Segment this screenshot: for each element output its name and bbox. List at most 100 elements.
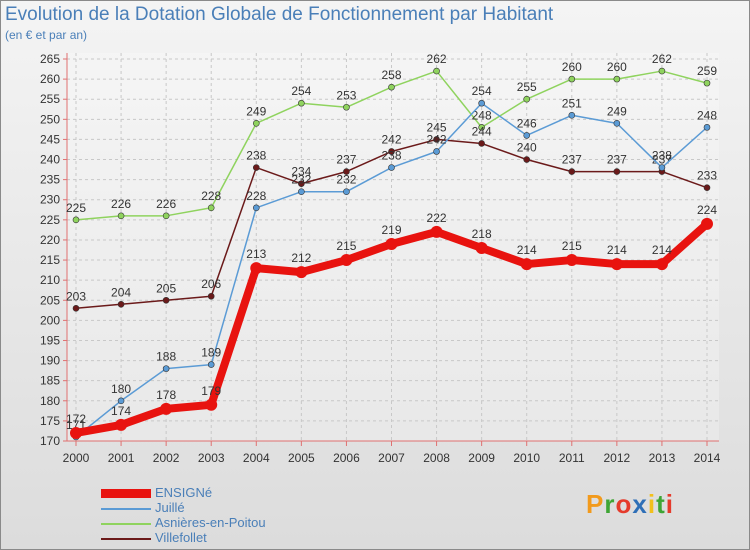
data-point-villefollet (162, 296, 170, 304)
data-label-juill-: 232 (291, 173, 311, 187)
y-tick-label: 205 (40, 293, 60, 307)
y-tick-label: 260 (40, 72, 60, 86)
data-label-ensign-: 178 (156, 388, 176, 402)
data-point-ensign- (610, 258, 623, 271)
data-point-ensign- (475, 241, 488, 254)
data-label-asni-res-en-poitou: 254 (291, 84, 311, 98)
data-label-villefollet: 237 (336, 153, 356, 167)
y-tick-label: 225 (40, 213, 60, 227)
data-point-ensign- (340, 254, 353, 267)
legend-swatch (101, 489, 151, 498)
data-point-asni-res-en-poitou (343, 103, 350, 111)
x-tick-label: 2001 (108, 451, 135, 465)
data-label-asni-res-en-poitou: 255 (517, 80, 537, 94)
data-label-juill-: 248 (697, 108, 717, 122)
data-point-ensign- (250, 262, 263, 275)
data-point-asni-res-en-poitou (613, 75, 621, 83)
data-point-villefollet (298, 180, 305, 187)
legend-label: ENSIGNé (155, 485, 213, 500)
logo-letter: o (615, 489, 633, 519)
y-tick-label: 235 (40, 173, 60, 187)
data-point-asni-res-en-poitou (658, 67, 666, 75)
data-label-asni-res-en-poitou: 226 (111, 197, 131, 211)
data-label-ensign-: 214 (652, 243, 672, 257)
data-label-villefollet: 242 (381, 132, 401, 146)
data-point-juill- (658, 164, 666, 171)
legend-swatch (101, 508, 151, 510)
data-label-villefollet: 237 (607, 153, 627, 167)
data-label-ensign-: 222 (427, 211, 447, 225)
data-point-ensign- (115, 418, 128, 431)
legend-label: Asnières-en-Poitou (155, 515, 266, 530)
data-point-juill- (703, 124, 711, 131)
data-point-villefollet (478, 140, 485, 147)
data-point-villefollet (388, 148, 395, 155)
y-tick-label: 245 (40, 132, 60, 146)
data-point-ensign- (430, 225, 443, 238)
data-point-juill- (298, 188, 305, 195)
data-point-asni-res-en-poitou (478, 124, 485, 131)
data-label-juill-: 238 (381, 149, 401, 163)
data-label-asni-res-en-poitou: 262 (427, 52, 447, 66)
data-point-villefollet (252, 164, 260, 171)
data-point-ensign- (520, 258, 533, 271)
data-label-juill-: 242 (427, 132, 447, 146)
data-point-ensign- (70, 426, 82, 439)
data-point-villefollet (703, 184, 711, 191)
data-point-villefollet (433, 136, 440, 143)
data-label-villefollet: 240 (517, 141, 537, 155)
x-tick-label: 2004 (243, 451, 270, 465)
proxiti-logo: Proxiti (586, 489, 674, 520)
y-tick-label: 200 (40, 313, 60, 327)
data-label-villefollet: 204 (111, 285, 131, 299)
y-tick-label: 180 (40, 394, 60, 408)
data-label-ensign-: 214 (607, 243, 627, 257)
data-point-villefollet (117, 300, 125, 308)
data-point-ensign- (655, 258, 668, 271)
y-tick-label: 185 (40, 374, 60, 388)
logo-letter: x (632, 489, 648, 519)
logo-letter: r (604, 489, 616, 519)
data-label-asni-res-en-poitou: 262 (652, 52, 672, 66)
data-label-villefollet: 206 (201, 277, 221, 291)
data-label-asni-res-en-poitou: 253 (336, 88, 356, 102)
data-label-asni-res-en-poitou: 248 (472, 108, 492, 122)
data-label-asni-res-en-poitou: 259 (697, 64, 717, 78)
data-label-juill-: 232 (336, 173, 356, 187)
data-point-ensign- (295, 266, 308, 279)
x-tick-label: 2006 (333, 451, 360, 465)
data-label-ensign-: 212 (291, 251, 311, 265)
data-label-juill-: 254 (472, 84, 492, 98)
data-point-ensign- (565, 254, 578, 267)
y-tick-label: 210 (40, 273, 60, 287)
x-tick-label: 2009 (468, 451, 495, 465)
data-point-villefollet (568, 168, 576, 175)
x-tick-label: 2013 (649, 451, 676, 465)
data-point-ensign- (701, 217, 713, 230)
data-label-asni-res-en-poitou: 260 (562, 60, 582, 74)
x-tick-label: 2008 (423, 451, 450, 465)
y-tick-label: 255 (40, 92, 60, 106)
y-tick-label: 175 (40, 414, 60, 428)
data-label-juill-: 188 (156, 350, 176, 364)
data-label-villefollet: 237 (562, 153, 582, 167)
data-point-juill- (117, 397, 125, 405)
logo-letter: t (656, 489, 666, 519)
data-point-juill- (162, 365, 170, 372)
data-label-ensign-: 179 (201, 384, 221, 398)
data-label-ensign-: 172 (66, 412, 86, 426)
data-point-juill- (568, 111, 576, 119)
y-tick-label: 265 (40, 52, 60, 66)
data-point-asni-res-en-poitou (523, 95, 531, 103)
y-tick-label: 250 (40, 112, 60, 126)
data-label-juill-: 228 (246, 189, 266, 203)
data-label-villefollet: 203 (66, 289, 86, 303)
data-label-asni-res-en-poitou: 260 (607, 60, 627, 74)
data-point-asni-res-en-poitou (117, 212, 125, 220)
logo-letter: P (586, 489, 605, 519)
data-label-villefollet: 244 (472, 124, 492, 138)
y-tick-label: 190 (40, 354, 60, 368)
data-point-asni-res-en-poitou (433, 67, 440, 75)
data-label-asni-res-en-poitou: 226 (156, 197, 176, 211)
